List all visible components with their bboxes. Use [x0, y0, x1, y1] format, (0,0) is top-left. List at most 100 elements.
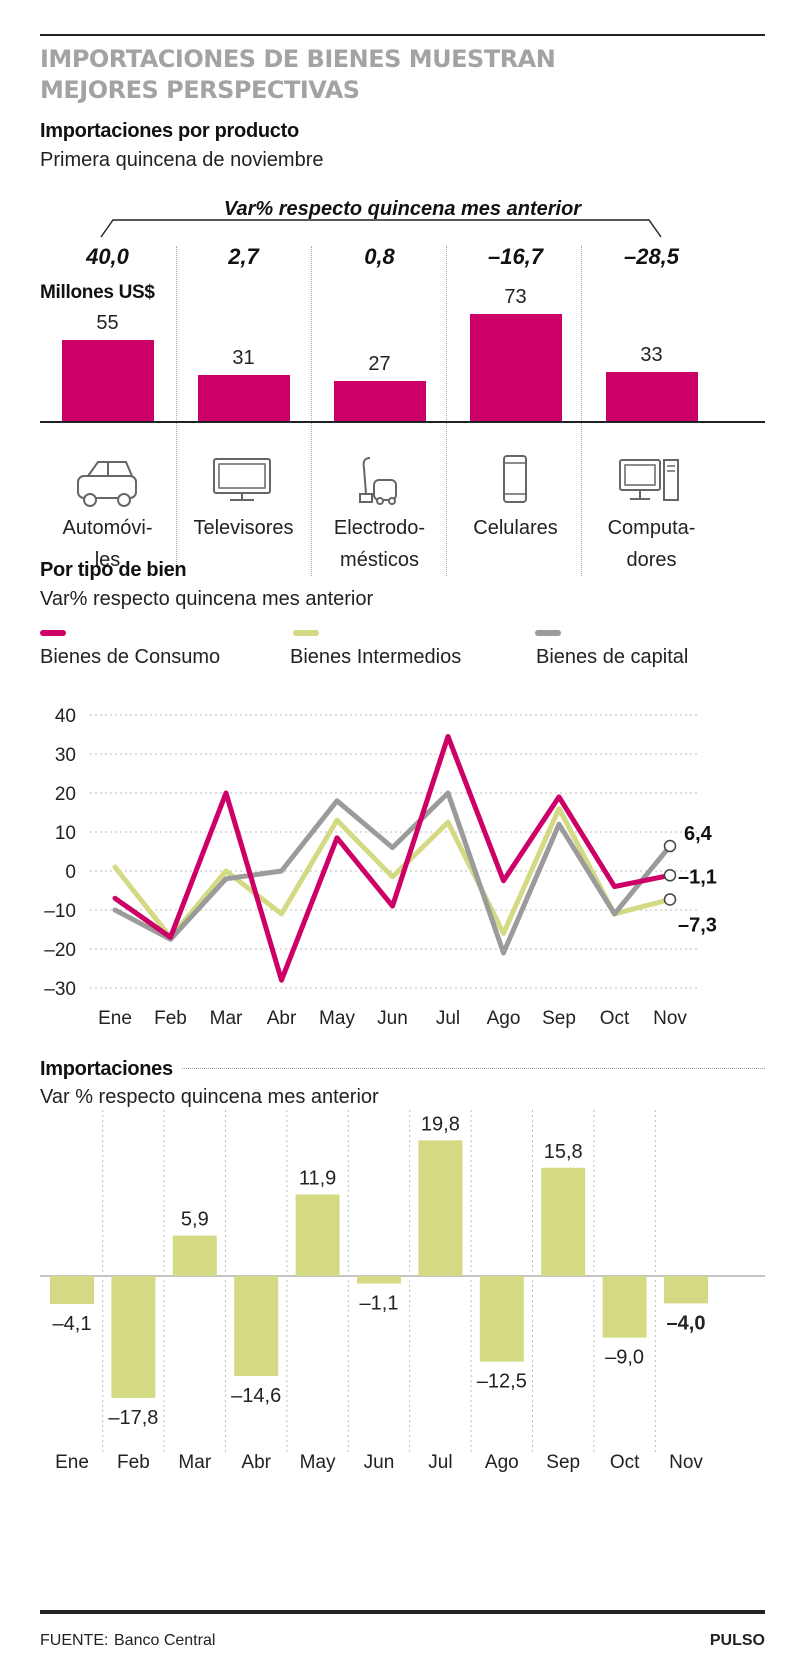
import-value-label: –9,0 — [605, 1347, 644, 1369]
product-label: Televisores — [171, 512, 316, 544]
import-month-label: Ago — [485, 1452, 519, 1473]
product-bar — [606, 372, 698, 421]
series-line-bienes-intermedios — [112, 806, 673, 940]
import-bar — [418, 1140, 463, 1276]
x-tick-label: Ago — [487, 1008, 521, 1029]
product-bar — [470, 313, 562, 421]
import-value-label: –14,6 — [231, 1385, 281, 1407]
import-value-label: 15,8 — [544, 1141, 583, 1163]
import-month-label: Jul — [428, 1452, 452, 1473]
product-column: –16,7 73 Celulares — [443, 244, 588, 539]
import-value-label: –12,5 — [477, 1371, 527, 1393]
import-value-label: –4,1 — [53, 1313, 92, 1335]
end-value-label: –7,3 — [678, 914, 717, 936]
legend-capital: Bienes de capital — [536, 646, 689, 668]
import-month-label: Jun — [364, 1452, 395, 1473]
legend-intermedios: Bienes Intermedios — [290, 646, 462, 668]
page-title: IMPORTACIONES DE BIENES MUESTRAN MEJORES… — [40, 44, 680, 106]
product-label-line: Computa- — [607, 517, 696, 539]
legend-consumo: Bienes de Consumo — [40, 646, 221, 668]
end-point-marker — [663, 869, 677, 882]
series-line-bienes-de-capital — [112, 790, 673, 956]
product-value-label: 27 — [368, 353, 391, 376]
legend-swatch-consumo — [40, 630, 66, 636]
x-tick-label: Abr — [267, 1008, 297, 1029]
product-column: –28,5 33 Computa-dores — [579, 244, 724, 571]
x-tick-label: Ene — [98, 1008, 132, 1029]
product-value-label: 33 — [640, 344, 663, 367]
product-label: Computa-dores — [579, 512, 724, 576]
product-label-line: dores — [626, 549, 677, 571]
column-separator — [311, 246, 312, 576]
import-bar — [357, 1276, 401, 1284]
x-tick-label: Sep — [542, 1008, 576, 1029]
y-tick-label: –30 — [44, 979, 76, 1000]
import-bar — [234, 1276, 279, 1377]
product-bar — [62, 340, 154, 421]
x-tick-label: Nov — [653, 1008, 687, 1029]
y-tick-label: 40 — [55, 706, 76, 727]
import-month-label: Mar — [178, 1452, 211, 1473]
computer-icon — [579, 454, 724, 514]
y-tick-label: 10 — [55, 823, 76, 844]
y-tick-label: –20 — [44, 940, 76, 961]
import-bar — [172, 1235, 217, 1276]
end-point-marker — [663, 839, 677, 853]
product-label-line: Automóvi- — [62, 517, 153, 539]
type-subheading: Var% respecto quincena mes anterior — [40, 588, 374, 610]
product-bar — [334, 381, 426, 421]
import-value-label: –17,8 — [108, 1407, 158, 1429]
product-label-line: mésticos — [340, 549, 419, 571]
import-value-label: 11,9 — [299, 1167, 336, 1189]
product-var-label: –16,7 — [487, 244, 544, 269]
vacuum-icon — [307, 454, 452, 514]
column-separator — [581, 246, 582, 576]
product-var-label: 40,0 — [86, 244, 129, 269]
source-prefix: FUENTE: — [40, 1632, 109, 1649]
imports-heading: Importaciones — [40, 1058, 181, 1081]
products-subheading: Primera quincena de noviembre — [40, 149, 324, 171]
product-label: Celulares — [443, 512, 588, 544]
import-bar — [111, 1276, 156, 1398]
car-icon — [35, 454, 180, 514]
import-value-label: –1,1 — [360, 1293, 399, 1315]
y-tick-label: 0 — [65, 862, 76, 883]
y-tick-label: –10 — [44, 901, 76, 922]
top-rule — [40, 34, 765, 36]
column-separator — [176, 246, 177, 576]
x-tick-label: Oct — [600, 1008, 630, 1029]
product-var-label: 2,7 — [228, 244, 259, 269]
x-tick-label: Jul — [436, 1008, 460, 1029]
column-separator — [446, 246, 447, 576]
import-value-label: –4,0 — [667, 1312, 706, 1334]
product-column: 0,8 27 Electrodo-mésticos — [307, 244, 452, 571]
product-bar — [198, 375, 290, 421]
import-bar — [479, 1276, 524, 1362]
y-tick-label: 30 — [55, 745, 76, 766]
legend-swatch-capital — [535, 630, 561, 636]
import-month-label: May — [300, 1452, 336, 1473]
source-name: Banco Central — [114, 1632, 216, 1649]
imports-subheading: Var % respecto quincena mes anterior — [40, 1086, 379, 1108]
y-tick-label: 20 — [55, 784, 76, 805]
line-chart: 40 30 20 10 0 –10 –20 –30 Ene Feb Mar Abr May Jun Jul A… — [44, 706, 717, 1029]
import-value-label: 19,8 — [421, 1113, 460, 1135]
import-bar — [295, 1194, 340, 1276]
x-tick-label: May — [319, 1008, 355, 1029]
import-month-label: Feb — [117, 1452, 150, 1473]
product-var-label: 0,8 — [364, 244, 395, 269]
series-line-bienes-de-consumo — [112, 733, 673, 983]
legend-swatch-intermedios — [293, 630, 319, 636]
title-line-2: MEJORES PERSPECTIVAS — [40, 76, 360, 104]
product-label: Automóvi-les — [35, 512, 180, 576]
import-month-label: Ene — [55, 1452, 89, 1473]
product-column: 2,7 31 Televisores — [171, 244, 316, 539]
phone-icon — [443, 454, 588, 514]
product-value-label: 55 — [96, 312, 119, 335]
bottom-rule — [40, 1610, 765, 1614]
products-heading: Importaciones por producto — [40, 120, 299, 142]
x-tick-label: Jun — [377, 1008, 408, 1029]
import-month-label: Abr — [241, 1452, 271, 1473]
product-label-line: les — [94, 549, 121, 571]
product-label-line: Televisores — [193, 517, 294, 539]
